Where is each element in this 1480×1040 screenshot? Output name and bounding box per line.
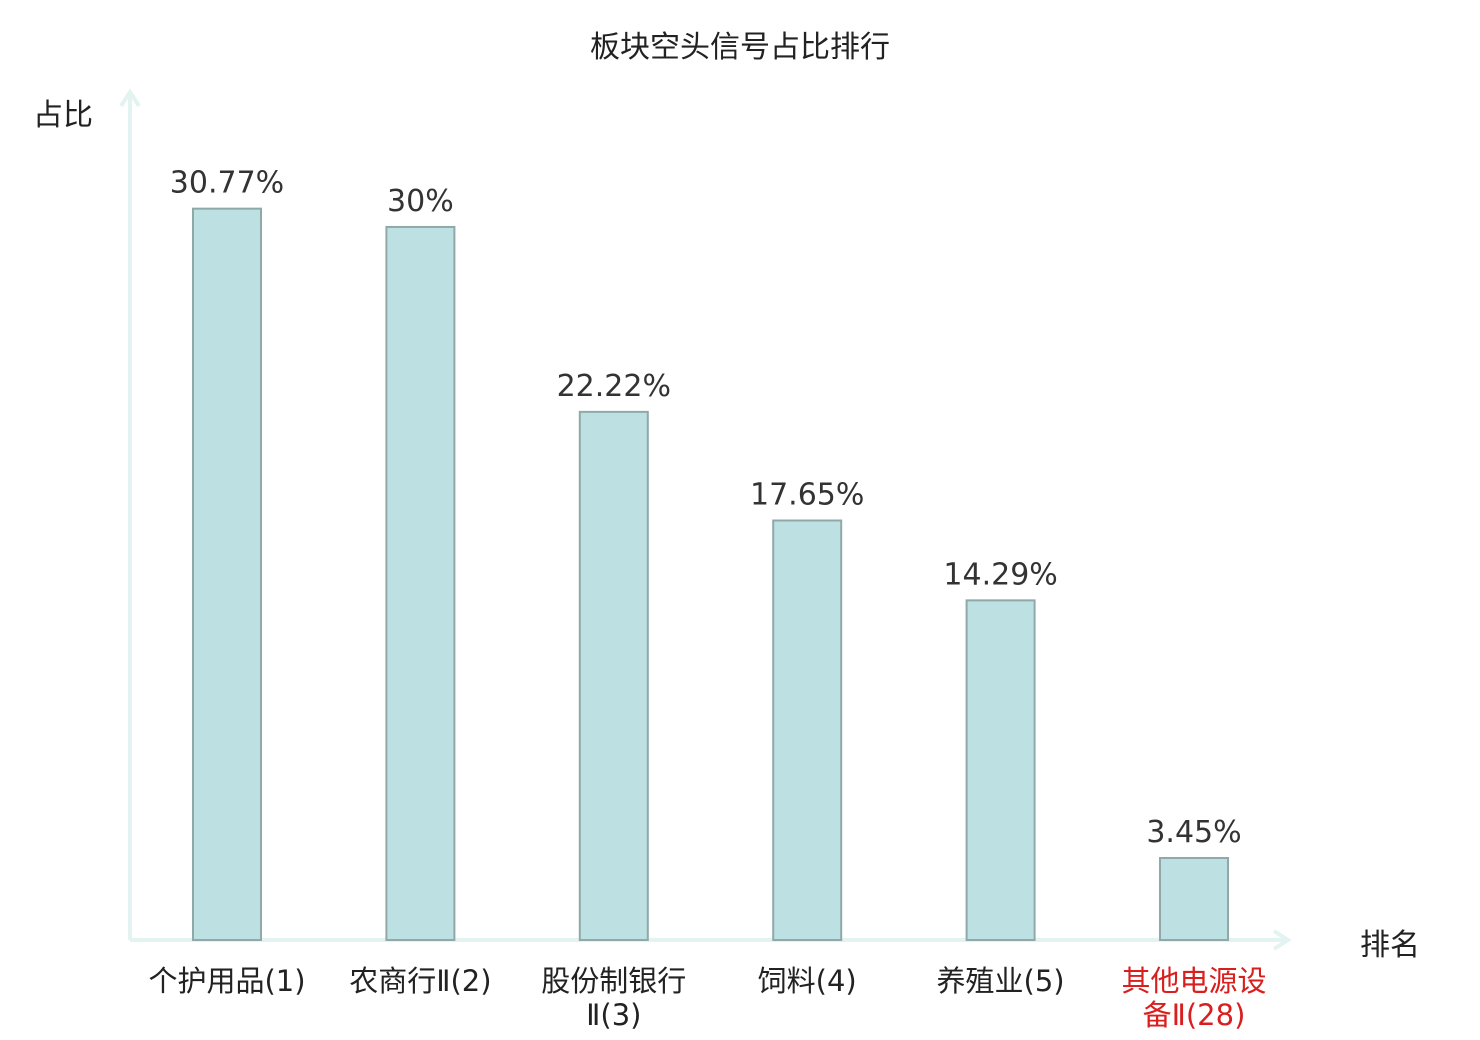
y-axis-label: 占比 <box>33 98 93 133</box>
bar-3 <box>578 410 649 942</box>
chart-title: 板块空头信号占比排行 <box>590 30 890 65</box>
value-label-5: 14.29% <box>943 557 1057 592</box>
value-label-6: 3.45% <box>1146 815 1241 850</box>
bar-1 <box>192 207 262 941</box>
category-label-6: 其他电源设备Ⅱ(28) <box>1121 964 1267 1032</box>
bar-5 <box>965 599 1036 941</box>
value-label-1: 30.77% <box>170 166 284 201</box>
category-label-1: 个护用品(1) <box>148 964 306 998</box>
bar-6 <box>1159 857 1229 941</box>
bar-4 <box>772 519 843 941</box>
value-label-4: 17.65% <box>750 477 864 512</box>
category-label-3: 股份制银行Ⅱ(3) <box>541 964 687 1032</box>
category-label-5: 养殖业(5) <box>936 964 1065 998</box>
value-label-3: 22.22% <box>557 369 671 404</box>
category-label-2: 农商行Ⅱ(2) <box>349 964 492 998</box>
x-axis-arrow <box>1272 929 1292 951</box>
x-axis-label: 排名 <box>1360 928 1420 963</box>
value-label-2: 30% <box>387 184 454 219</box>
bar-2 <box>385 225 456 941</box>
y-axis-arrow <box>119 88 141 108</box>
category-label-4: 饲料(4) <box>757 964 857 998</box>
